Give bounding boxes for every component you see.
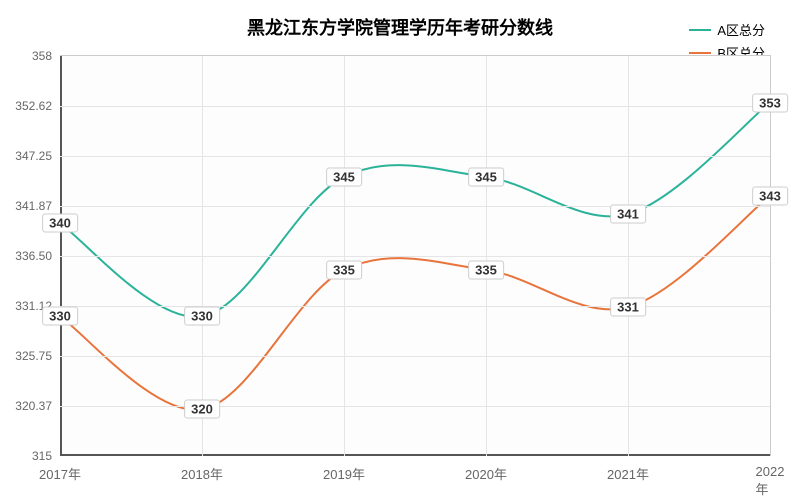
y-tick-label: 358 [32,49,52,63]
x-tick-label: 2020年 [465,464,507,483]
data-label: 345 [468,167,504,186]
series-line [60,196,770,410]
data-label: 345 [326,167,362,186]
data-label: 320 [184,400,220,419]
x-axis [60,454,770,456]
data-label: 330 [42,307,78,326]
data-label: 353 [752,93,788,112]
x-tick-label: 2018年 [181,464,223,483]
y-tick-label: 347.25 [15,149,52,163]
y-tick-label: 336.50 [15,249,52,263]
data-label: 330 [184,307,220,326]
data-label: 335 [468,260,504,279]
y-tick-label: 325.75 [15,349,52,363]
data-label: 335 [326,260,362,279]
plot-area: 315320.37325.75331.12336.50341.87347.253… [60,55,771,456]
series-line [60,103,770,317]
data-label: 341 [610,205,646,224]
chart-container: 黑龙江东方学院管理学历年考研分数线 A区总分B区总分 315320.37325.… [0,0,800,500]
data-label: 331 [610,298,646,317]
x-tick-label: 2019年 [323,464,365,483]
legend-label: A区总分 [717,20,765,39]
x-tick-label: 2017年 [39,464,81,483]
data-label: 340 [42,214,78,233]
y-tick-label: 320.37 [15,399,52,413]
x-tick-label: 2021年 [607,464,649,483]
legend-item: A区总分 [689,20,765,39]
y-tick-label: 315 [32,449,52,463]
chart-title: 黑龙江东方学院管理学历年考研分数线 [0,14,800,40]
x-tick-label: 2022年 [756,464,785,498]
y-tick-label: 352.62 [15,99,52,113]
y-tick-label: 341.87 [15,199,52,213]
data-label: 343 [752,186,788,205]
